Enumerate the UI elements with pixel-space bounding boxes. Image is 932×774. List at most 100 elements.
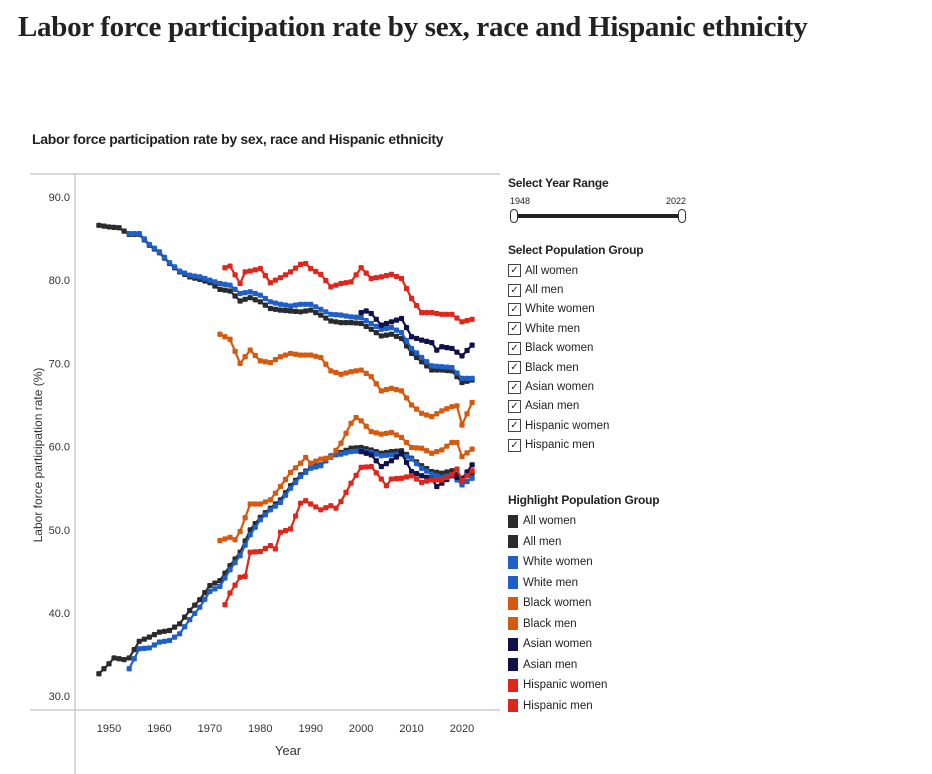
data-point[interactable] — [257, 299, 263, 305]
data-point[interactable] — [464, 473, 470, 479]
data-point[interactable] — [373, 381, 379, 387]
data-point[interactable] — [166, 627, 173, 634]
highlight-hispanic-women[interactable]: Hispanic women — [508, 675, 708, 696]
data-point[interactable] — [398, 275, 405, 282]
data-point[interactable] — [277, 301, 284, 307]
data-point[interactable] — [449, 345, 455, 352]
data-point[interactable] — [378, 453, 384, 459]
data-point[interactable] — [292, 479, 299, 485]
data-point[interactable] — [454, 315, 460, 321]
data-point[interactable] — [247, 347, 253, 353]
data-point[interactable] — [303, 498, 309, 504]
data-point[interactable] — [272, 357, 279, 363]
data-point[interactable] — [419, 359, 425, 365]
data-point[interactable] — [338, 371, 344, 377]
data-point[interactable] — [403, 285, 410, 292]
data-point[interactable] — [444, 469, 450, 475]
data-point[interactable] — [202, 275, 208, 282]
data-point[interactable] — [363, 270, 369, 276]
data-point[interactable] — [338, 312, 344, 318]
data-point[interactable] — [292, 265, 299, 271]
data-point[interactable] — [419, 479, 425, 485]
data-point[interactable] — [373, 316, 379, 322]
data-point[interactable] — [207, 582, 213, 589]
data-point[interactable] — [267, 299, 273, 305]
data-point[interactable] — [388, 385, 395, 391]
data-point[interactable] — [368, 275, 374, 282]
data-point[interactable] — [287, 485, 294, 491]
data-point[interactable] — [182, 614, 188, 620]
data-point[interactable] — [272, 300, 279, 306]
data-point[interactable] — [444, 443, 450, 449]
data-point[interactable] — [171, 634, 178, 640]
data-point[interactable] — [343, 370, 349, 376]
data-point[interactable] — [338, 440, 344, 446]
data-point[interactable] — [333, 282, 339, 288]
data-point[interactable] — [182, 270, 188, 276]
data-point[interactable] — [368, 374, 374, 380]
data-point[interactable] — [393, 317, 400, 323]
data-point[interactable] — [111, 224, 117, 230]
data-point[interactable] — [403, 343, 410, 349]
data-point[interactable] — [469, 475, 475, 481]
data-point[interactable] — [192, 610, 198, 617]
data-point[interactable] — [308, 307, 314, 313]
data-point[interactable] — [459, 375, 465, 381]
data-point[interactable] — [222, 602, 228, 608]
data-point[interactable] — [232, 582, 238, 588]
data-point[interactable] — [388, 452, 395, 458]
data-point[interactable] — [373, 430, 379, 436]
data-point[interactable] — [187, 607, 193, 614]
data-point[interactable] — [348, 320, 354, 326]
data-point[interactable] — [378, 431, 384, 437]
data-point[interactable] — [267, 543, 273, 549]
data-point[interactable] — [313, 504, 319, 510]
checkbox-white-women[interactable]: ✓ White women — [508, 300, 708, 319]
data-point[interactable] — [328, 311, 334, 317]
data-point[interactable] — [277, 483, 284, 490]
data-point[interactable] — [368, 310, 374, 317]
data-point[interactable] — [393, 327, 400, 333]
data-point[interactable] — [313, 353, 319, 359]
data-point[interactable] — [298, 500, 304, 506]
data-point[interactable] — [177, 631, 183, 637]
data-point[interactable] — [353, 368, 359, 374]
data-point[interactable] — [393, 476, 400, 482]
data-point[interactable] — [287, 350, 294, 357]
data-point[interactable] — [378, 463, 384, 470]
data-point[interactable] — [146, 634, 152, 640]
data-point[interactable] — [156, 639, 163, 645]
data-point[interactable] — [126, 655, 132, 661]
data-point[interactable] — [287, 526, 294, 532]
data-point[interactable] — [383, 273, 389, 279]
data-point[interactable] — [222, 265, 228, 271]
data-point[interactable] — [424, 478, 430, 484]
data-point[interactable] — [192, 273, 198, 279]
data-point[interactable] — [232, 560, 238, 566]
data-point[interactable] — [343, 450, 349, 456]
data-point[interactable] — [464, 375, 470, 381]
data-point[interactable] — [398, 475, 405, 481]
data-point[interactable] — [237, 528, 243, 535]
data-point[interactable] — [459, 482, 465, 488]
data-point[interactable] — [459, 422, 465, 428]
data-point[interactable] — [292, 351, 299, 357]
data-point[interactable] — [262, 499, 268, 505]
data-point[interactable] — [338, 320, 344, 326]
data-point[interactable] — [237, 360, 243, 366]
data-point[interactable] — [348, 314, 354, 320]
data-point[interactable] — [393, 387, 400, 393]
data-point[interactable] — [171, 264, 178, 270]
highlight-asian-women[interactable]: Asian women — [508, 634, 708, 655]
data-point[interactable] — [343, 280, 349, 286]
data-point[interactable] — [308, 465, 314, 471]
data-point[interactable] — [408, 295, 415, 302]
data-point[interactable] — [298, 309, 304, 315]
data-point[interactable] — [424, 310, 430, 316]
data-point[interactable] — [303, 469, 309, 475]
data-point[interactable] — [429, 340, 435, 346]
data-point[interactable] — [429, 310, 435, 316]
series-white-men[interactable] — [126, 231, 475, 381]
data-point[interactable] — [348, 369, 354, 375]
data-point[interactable] — [449, 472, 455, 478]
